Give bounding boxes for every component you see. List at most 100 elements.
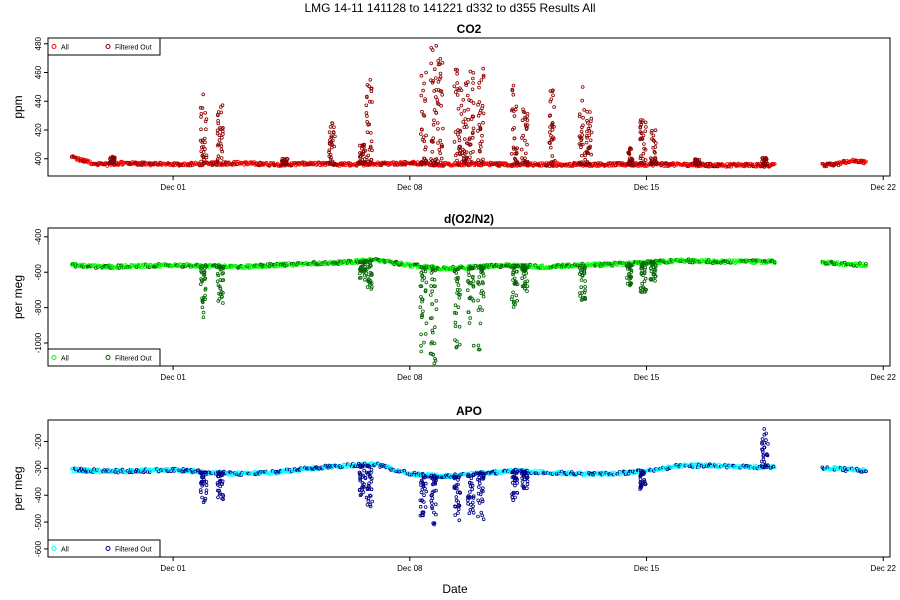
data-point <box>653 128 658 133</box>
data-point <box>328 125 333 129</box>
data-point <box>551 93 555 98</box>
data-point <box>762 427 767 431</box>
data-point <box>358 275 363 280</box>
data-point <box>199 277 203 281</box>
x-tick-label: Dec 15 <box>634 373 660 382</box>
data-point <box>354 164 359 168</box>
y-tick-label: -1000 <box>34 332 43 353</box>
data-point <box>369 86 373 91</box>
data-point <box>435 121 440 125</box>
data-point <box>764 157 769 162</box>
data-point <box>479 510 484 515</box>
data-point <box>330 159 335 164</box>
data-point <box>109 160 113 164</box>
data-point <box>418 498 423 503</box>
data-point <box>638 477 643 482</box>
y-axis-label: per meg <box>11 466 25 510</box>
data-point <box>429 157 433 161</box>
data-point <box>431 268 435 273</box>
data-point <box>437 77 442 81</box>
data-point <box>421 309 425 314</box>
data-point <box>523 286 527 291</box>
data-point <box>477 85 481 90</box>
data-point <box>582 108 586 112</box>
data-point <box>522 472 527 476</box>
data-point <box>439 103 443 108</box>
data-point <box>221 301 225 305</box>
data-point <box>471 510 476 515</box>
data-point <box>233 162 237 167</box>
data-point <box>512 470 516 474</box>
data-point <box>437 148 442 152</box>
data-point <box>418 513 423 518</box>
data-point <box>435 101 440 105</box>
y-tick-label: 480 <box>34 37 43 51</box>
data-point <box>577 112 582 116</box>
data-point <box>439 143 444 147</box>
data-point <box>215 157 220 162</box>
data-point <box>434 43 439 48</box>
data-point <box>455 162 460 167</box>
y-tick-label: -400 <box>34 487 43 504</box>
data-point <box>523 281 528 286</box>
data-point <box>551 159 556 164</box>
data-point <box>456 107 461 111</box>
data-point <box>511 491 516 496</box>
data-point <box>629 270 634 274</box>
data-point <box>434 298 439 303</box>
y-tick-label: -600 <box>34 264 43 281</box>
data-point <box>481 489 485 494</box>
data-point <box>431 122 436 127</box>
data-point <box>653 278 657 283</box>
data-point <box>424 265 429 270</box>
data-point <box>453 153 458 158</box>
data-point <box>464 155 469 160</box>
data-point <box>456 305 461 310</box>
data-point <box>423 145 428 150</box>
data-point <box>455 158 459 163</box>
data-point <box>207 265 212 270</box>
data-point <box>476 343 481 348</box>
data-point <box>476 347 481 352</box>
data-point <box>456 292 461 297</box>
data-point <box>420 487 425 492</box>
data-point <box>333 134 337 139</box>
data-point <box>267 164 272 168</box>
data-point <box>765 161 770 166</box>
data-point <box>650 260 654 265</box>
y-tick-label: -200 <box>34 433 43 450</box>
data-point <box>458 288 462 292</box>
data-point <box>369 467 374 472</box>
data-point <box>453 90 458 94</box>
data-point <box>438 151 443 156</box>
data-point <box>480 499 485 504</box>
data-point <box>468 507 473 512</box>
data-point <box>202 157 206 162</box>
panel-title: APO <box>456 404 482 418</box>
data-point <box>327 142 332 146</box>
x-tick-label: Dec 01 <box>160 564 186 573</box>
data-point <box>358 271 362 276</box>
data-point <box>582 270 587 274</box>
data-point <box>331 130 336 134</box>
data-point <box>368 78 373 82</box>
data-point <box>512 114 517 118</box>
data-point <box>432 108 437 112</box>
data-point <box>841 263 846 268</box>
data-point <box>440 60 445 65</box>
data-point <box>478 125 483 130</box>
data-point <box>764 431 768 436</box>
data-point <box>422 156 426 161</box>
data-point <box>329 134 334 139</box>
data-point <box>456 507 461 512</box>
data-point <box>452 310 457 315</box>
data-point <box>643 120 648 125</box>
data-point <box>455 68 460 72</box>
data-point <box>585 160 590 164</box>
data-point <box>201 315 206 320</box>
data-point <box>761 457 766 462</box>
data-point <box>369 273 373 277</box>
data-point <box>467 511 472 516</box>
